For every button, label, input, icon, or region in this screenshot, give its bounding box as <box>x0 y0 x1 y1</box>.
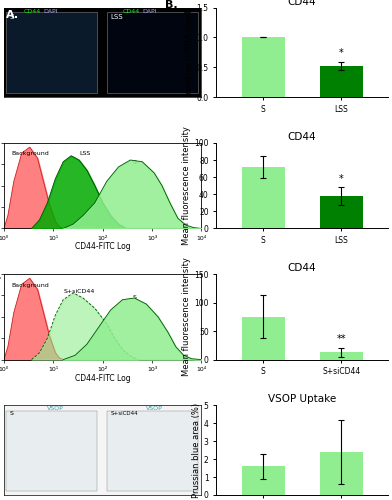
Bar <box>241 38 285 98</box>
X-axis label: CD44-FITC Log: CD44-FITC Log <box>75 374 131 382</box>
Title: CD44: CD44 <box>288 132 316 142</box>
Bar <box>241 466 285 495</box>
Text: S: S <box>10 412 14 416</box>
Text: CD44: CD44 <box>122 10 140 14</box>
Text: Background: Background <box>12 152 49 156</box>
Title: VSOP Uptake: VSOP Uptake <box>268 394 336 404</box>
Bar <box>6 412 97 490</box>
Y-axis label: Prussian blue area (%): Prussian blue area (%) <box>192 402 201 498</box>
Y-axis label: relative mRNA level: relative mRNA level <box>185 10 194 94</box>
Bar <box>320 452 363 495</box>
Text: LSS: LSS <box>111 14 123 20</box>
X-axis label: CD44-FITC Log: CD44-FITC Log <box>75 242 131 252</box>
Text: S+siCD44: S+siCD44 <box>63 290 94 294</box>
Text: S: S <box>10 14 14 20</box>
Text: VSOP: VSOP <box>47 406 64 411</box>
Text: A.: A. <box>6 10 19 20</box>
Text: *: * <box>339 48 344 58</box>
Bar <box>241 167 285 228</box>
Title: CD44: CD44 <box>288 0 316 6</box>
Bar <box>320 196 363 228</box>
Text: VSOP: VSOP <box>146 406 163 411</box>
Title: CD44: CD44 <box>288 264 316 274</box>
Text: DAPI: DAPI <box>44 10 58 14</box>
Y-axis label: Mean fluorescence intensity: Mean fluorescence intensity <box>182 126 191 245</box>
Bar <box>320 352 363 360</box>
Text: **: ** <box>336 334 346 344</box>
Bar <box>107 12 198 93</box>
Bar <box>107 412 198 490</box>
Bar <box>320 66 363 98</box>
Text: S: S <box>132 160 136 165</box>
Text: S: S <box>132 296 136 300</box>
Text: *: * <box>339 174 344 184</box>
Text: B.: B. <box>165 0 177 10</box>
Bar <box>6 12 97 93</box>
Text: D.: D. <box>0 270 2 280</box>
Y-axis label: Mean fluorescence intensity: Mean fluorescence intensity <box>182 258 191 376</box>
Text: DAPI: DAPI <box>142 10 157 14</box>
Text: S+siCD44: S+siCD44 <box>111 412 138 416</box>
Text: LSS: LSS <box>79 152 90 156</box>
Text: CD44: CD44 <box>24 10 41 14</box>
Bar <box>241 317 285 360</box>
Text: Background: Background <box>12 282 49 288</box>
